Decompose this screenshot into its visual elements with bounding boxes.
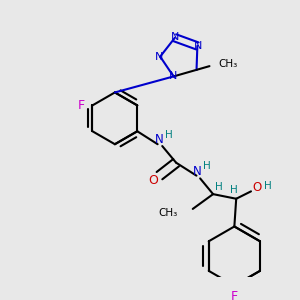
Text: O: O — [148, 174, 158, 187]
Text: N: N — [155, 52, 164, 61]
Text: CH₃: CH₃ — [219, 59, 238, 69]
Text: H: H — [203, 161, 211, 171]
Text: N: N — [168, 71, 177, 81]
Text: H: H — [264, 181, 272, 191]
Text: N: N — [193, 164, 202, 178]
Text: H: H — [165, 130, 172, 140]
Text: F: F — [78, 99, 85, 112]
Text: CH₃: CH₃ — [159, 208, 178, 218]
Text: N: N — [171, 32, 179, 42]
Text: F: F — [231, 290, 238, 300]
Text: N: N — [194, 41, 202, 51]
Text: H: H — [230, 184, 238, 194]
Text: H: H — [215, 182, 223, 192]
Text: N: N — [155, 133, 164, 146]
Text: O: O — [252, 181, 261, 194]
